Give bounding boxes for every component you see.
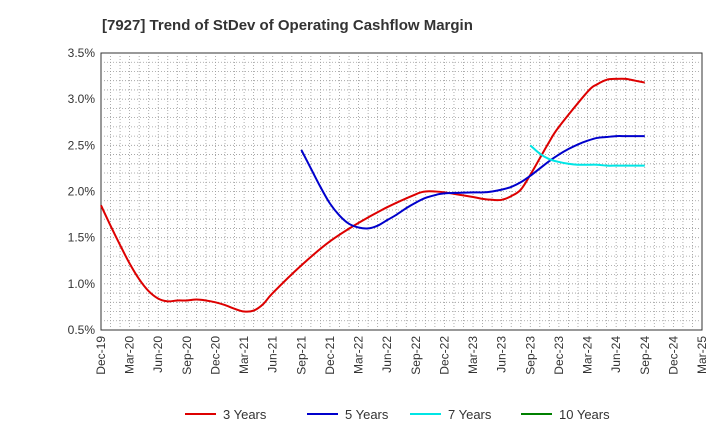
x-tick-label: Dec-24 <box>666 336 680 375</box>
series-line-1 <box>100 77 645 313</box>
x-tick-label: Dec-20 <box>208 336 222 375</box>
x-tick-label: Jun-23 <box>495 336 509 373</box>
y-tick-label: 2.0% <box>68 185 96 199</box>
x-tick-label: Jun-20 <box>151 336 165 373</box>
x-tick-label: Mar-25 <box>695 336 709 374</box>
legend-label: 3 Years <box>223 407 267 422</box>
x-tick-label: Mar-21 <box>237 336 251 374</box>
y-tick-label: 3.0% <box>68 92 96 106</box>
chart-title: [7927] Trend of StDev of Operating Cashf… <box>102 17 473 34</box>
x-tick-label: Dec-23 <box>552 336 566 375</box>
y-tick-label: 3.5% <box>68 46 96 60</box>
y-tick-label: 0.5% <box>68 323 96 337</box>
x-tick-label: Sep-20 <box>180 336 194 375</box>
x-tick-label: Dec-22 <box>437 336 451 375</box>
legend-label: 7 Years <box>448 407 492 422</box>
series-line-2 <box>300 135 645 230</box>
x-tick-label: Jun-24 <box>609 336 623 373</box>
x-tick-label: Jun-22 <box>380 336 394 373</box>
x-tick-label: Sep-21 <box>294 336 308 375</box>
legend: 3 Years 5 Years 7 Years 10 Years <box>185 407 610 422</box>
x-tick-label: Mar-22 <box>352 336 366 374</box>
x-tick-label: Sep-23 <box>523 336 537 375</box>
legend-label: 10 Years <box>559 407 610 422</box>
legend-label: 5 Years <box>345 407 389 422</box>
x-tick-label: Dec-19 <box>94 336 108 375</box>
y-tick-label: 1.5% <box>68 231 96 245</box>
series-line-3 <box>529 144 645 167</box>
y-tick-label: 1.0% <box>68 277 96 291</box>
x-tick-label: Mar-23 <box>466 336 480 374</box>
x-tick-label: Jun-21 <box>266 336 280 373</box>
x-axis-ticks: Dec-19 Mar-20 Jun-20 Sep-20 Dec-20 Mar-21 Jun-… <box>94 336 709 375</box>
x-tick-label: Mar-20 <box>123 336 137 374</box>
y-tick-label: 2.5% <box>68 138 96 152</box>
y-axis-ticks: 0.5% 1.0% 1.5% 2.0% 2.5% 3.0% 3.5% <box>68 46 96 337</box>
series-lines <box>100 77 645 313</box>
x-tick-label: Dec-21 <box>323 336 337 375</box>
x-tick-label: Sep-24 <box>638 336 652 375</box>
x-tick-label: Sep-22 <box>409 336 423 375</box>
x-tick-label: Mar-24 <box>581 336 595 374</box>
